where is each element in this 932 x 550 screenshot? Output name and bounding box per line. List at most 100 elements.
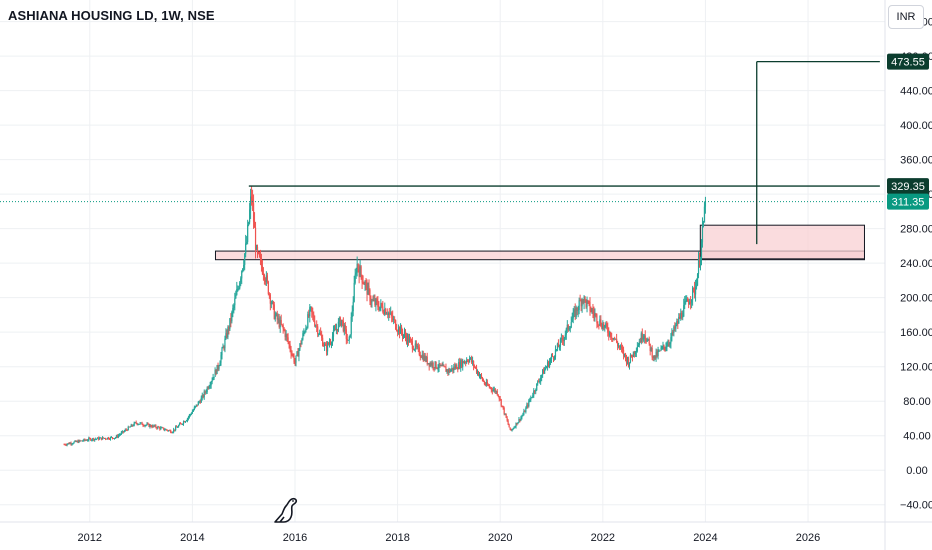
candle-body <box>598 324 600 326</box>
tradingview-dino-icon[interactable] <box>272 494 302 524</box>
candle-body <box>478 375 481 377</box>
candle-body <box>184 421 187 423</box>
candle-body <box>389 312 391 314</box>
currency-button[interactable]: INR <box>888 5 924 29</box>
candle-body <box>195 404 197 407</box>
candle-body <box>645 338 647 342</box>
candle-body <box>545 368 547 370</box>
candle-body <box>660 347 662 351</box>
candle-body <box>349 334 351 337</box>
candle-body <box>691 299 693 303</box>
candle-body <box>544 369 546 374</box>
candle-body <box>610 332 612 338</box>
candle-body <box>551 355 554 357</box>
candle-body <box>375 299 377 306</box>
candle-body <box>466 360 468 363</box>
candle-body <box>257 252 260 254</box>
candle-body <box>422 354 424 361</box>
candle-body <box>286 334 288 338</box>
candle-body <box>188 414 191 417</box>
candle-body <box>317 326 319 335</box>
candle-body <box>698 259 701 267</box>
candle-body <box>385 308 387 315</box>
candle-body <box>410 339 413 342</box>
candle-body <box>337 321 340 331</box>
candle-body <box>562 339 564 342</box>
candle-body <box>526 404 528 408</box>
candle-body <box>529 399 531 401</box>
candle-body <box>517 422 519 425</box>
candle-body <box>519 418 521 421</box>
candle-body <box>434 361 436 368</box>
candle-body <box>595 314 597 315</box>
candle-body <box>622 349 625 356</box>
candle-body <box>269 294 271 304</box>
candle-body <box>506 417 508 421</box>
candle-body <box>574 309 576 317</box>
candle-body <box>650 348 652 352</box>
candle-body <box>218 365 220 369</box>
price-axis[interactable]: −40.00 0.00 40.00 80.00 120.00 160.00 200.00 24… <box>884 0 932 550</box>
candle-body <box>291 354 293 356</box>
candle-body <box>524 411 526 413</box>
candle-body <box>310 306 312 308</box>
candle-body <box>411 341 414 349</box>
candle-body <box>241 271 243 279</box>
candle-body <box>549 358 552 362</box>
candle-body <box>177 425 180 428</box>
candle-body <box>126 429 128 431</box>
candle-body <box>491 389 493 392</box>
price-badge <box>887 193 929 210</box>
candle-body <box>109 437 112 440</box>
candle-body <box>305 328 307 332</box>
candle-body <box>234 298 236 306</box>
candle-body <box>603 323 605 328</box>
candle-body <box>409 338 412 340</box>
candle-body <box>209 385 211 387</box>
candle-body <box>277 318 279 320</box>
candle-body <box>398 327 401 334</box>
candle-body <box>648 338 650 344</box>
candle-body <box>675 324 677 329</box>
candle-body <box>442 365 444 367</box>
candle-body <box>158 426 160 428</box>
candle-body <box>623 353 626 356</box>
candle-body <box>687 298 689 302</box>
candle-body <box>468 361 470 363</box>
candle-body <box>245 243 247 254</box>
candle-body <box>122 431 124 432</box>
candle-body <box>279 320 281 328</box>
candle-body <box>692 287 694 300</box>
candle-body <box>190 413 193 415</box>
candle-body <box>264 279 267 283</box>
candle-body <box>528 400 530 407</box>
candle-body <box>672 331 674 333</box>
candle-body <box>627 358 630 367</box>
candle-body <box>120 432 122 435</box>
candle-body <box>601 325 603 329</box>
candle-body <box>538 381 540 383</box>
candle-body <box>228 327 230 330</box>
candle-body <box>176 426 178 428</box>
candle-body <box>456 365 458 369</box>
candle-body <box>171 432 173 434</box>
candle-body <box>189 414 192 415</box>
candle-body <box>283 328 285 331</box>
candle-body <box>146 423 148 425</box>
candle-body <box>217 364 219 369</box>
candle-body <box>371 300 373 303</box>
candle-body <box>494 389 496 393</box>
time-axis[interactable]: 2012 2014 2016 2018 2020 2022 2024 2026 <box>0 521 932 544</box>
candle-body <box>425 356 427 361</box>
candle-body <box>570 322 572 328</box>
candle-body <box>242 268 244 272</box>
candle-body <box>578 300 580 310</box>
candle-body <box>405 336 408 343</box>
candles-layer <box>63 186 707 447</box>
candle-body <box>571 318 573 323</box>
candle-body <box>148 423 150 427</box>
candle-body <box>400 326 403 333</box>
candle-body <box>367 285 369 295</box>
candle-body <box>590 310 592 312</box>
